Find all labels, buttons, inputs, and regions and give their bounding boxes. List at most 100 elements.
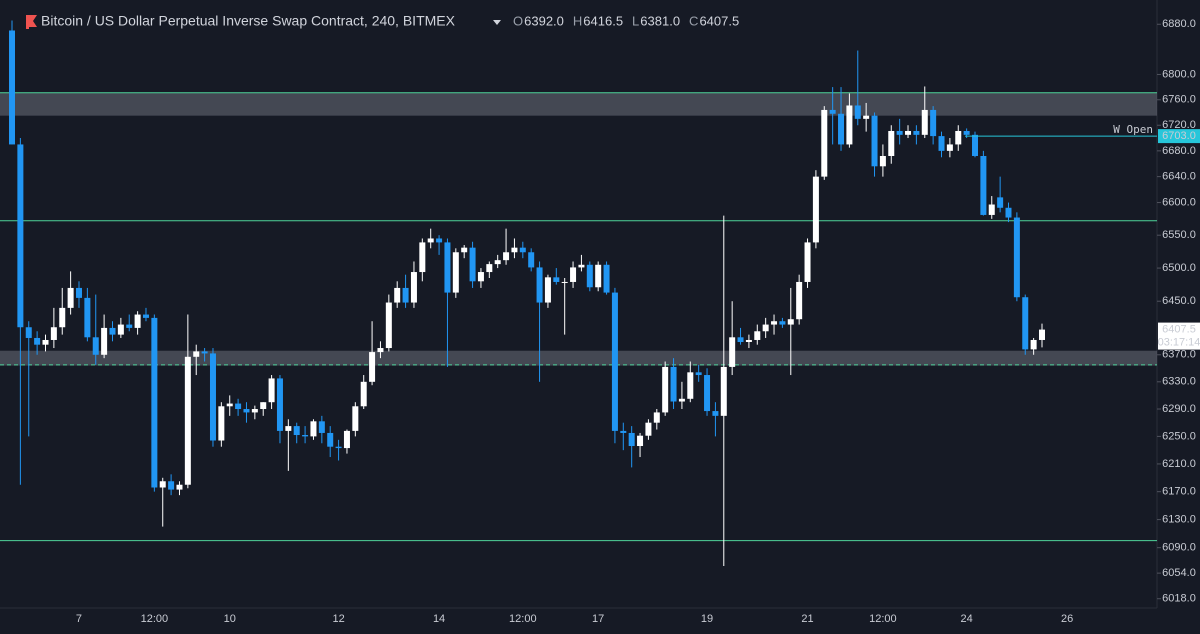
flag-icon — [29, 15, 37, 27]
candle-body — [159, 481, 166, 488]
candle-body — [42, 339, 49, 345]
candle-body — [838, 113, 845, 145]
y-tick-label: 6210.0 — [1162, 458, 1196, 470]
candle-body — [193, 351, 200, 357]
candle-body — [293, 426, 300, 436]
y-tick-label: 6290.0 — [1162, 403, 1196, 415]
candle-body — [168, 481, 175, 490]
weekly-open-box — [1158, 129, 1200, 144]
candle-body — [101, 327, 108, 355]
ohlc-value: 6392.0 — [524, 13, 564, 28]
y-tick-label: 6018.0 — [1162, 593, 1196, 605]
candle-body — [653, 412, 660, 423]
y-tick-label: 6720.0 — [1162, 119, 1196, 131]
candle-body — [402, 287, 409, 303]
y-tick-label: 6640.0 — [1162, 171, 1196, 183]
x-tick-label: 7 — [76, 613, 82, 625]
ohlc-key: L — [632, 13, 639, 28]
candle-body — [494, 260, 501, 265]
candle-body — [829, 109, 836, 114]
candle-body — [595, 264, 602, 288]
candle-body — [712, 411, 719, 416]
ohlc-key: H — [573, 13, 582, 28]
countdown: 03:17:14 — [1158, 336, 1200, 348]
candle-body — [276, 378, 283, 431]
candle-body — [905, 130, 912, 135]
candle-body — [503, 252, 510, 261]
y-tick-label: 6680.0 — [1162, 145, 1196, 157]
y-tick-label: 6450.0 — [1162, 295, 1196, 307]
candle-body — [243, 409, 250, 413]
candle-body — [645, 422, 652, 436]
candle-body — [946, 144, 953, 151]
candle-body — [963, 130, 970, 135]
zone — [0, 92, 1157, 116]
candle-body — [477, 272, 484, 282]
candle-body — [536, 267, 543, 303]
y-tick-label: 6250.0 — [1162, 430, 1196, 442]
x-tick-label: 19 — [701, 613, 713, 625]
candle-body — [67, 287, 74, 308]
candle-body — [452, 252, 459, 293]
candle-body — [352, 406, 359, 431]
y-tick-label: 6600.0 — [1162, 196, 1196, 208]
y-tick-label: 6500.0 — [1162, 262, 1196, 274]
candle-body — [394, 287, 401, 303]
candle-body — [896, 130, 903, 135]
candle-body — [670, 366, 677, 402]
candle-body — [50, 327, 57, 340]
candle-body — [268, 378, 275, 403]
weekly-open-value: 6703.0 — [1162, 130, 1196, 142]
candle-body — [888, 130, 895, 156]
x-tick-label: 12:00 — [509, 613, 537, 625]
x-tick-label: 24 — [961, 613, 973, 625]
symbol-title[interactable]: Bitcoin / US Dollar Perpetual Inverse Sw… — [41, 13, 456, 29]
candle-body — [854, 105, 861, 119]
candle-body — [260, 402, 267, 410]
candle-body — [704, 375, 711, 412]
candle-body — [879, 155, 886, 167]
candle-body — [570, 267, 577, 282]
candle-body — [863, 115, 870, 119]
candle-body — [687, 372, 694, 399]
candle-body — [218, 406, 225, 441]
candle-body — [796, 281, 803, 320]
candle-body — [603, 264, 610, 293]
candle-body — [1013, 217, 1020, 298]
candle-body — [980, 155, 987, 215]
ohlc-key: O — [513, 13, 523, 28]
candle-body — [528, 252, 535, 268]
candle-body — [553, 277, 560, 282]
plot — [0, 20, 1157, 567]
candle-body — [754, 331, 761, 340]
y-tick-label: 6054.0 — [1162, 567, 1196, 579]
y-tick-label: 6880.0 — [1162, 18, 1196, 30]
candle-body — [184, 356, 191, 485]
candle-body — [938, 136, 945, 151]
ohlc-key: C — [689, 13, 698, 28]
candle-body — [109, 327, 116, 335]
candle-body — [410, 272, 417, 303]
x-tick-label: 12:00 — [869, 613, 897, 625]
candle-body — [930, 109, 937, 137]
last-price-value: 6407.5 — [1162, 323, 1196, 335]
last-price-box — [1158, 322, 1200, 350]
candle-body — [821, 109, 828, 177]
y-tick-label: 6370.0 — [1162, 349, 1196, 361]
candle-body — [519, 247, 526, 253]
y-tick-label: 6090.0 — [1162, 542, 1196, 554]
candle-body — [9, 30, 15, 145]
candle-body — [812, 176, 819, 243]
x-tick-label: 26 — [1061, 613, 1073, 625]
y-tick-label: 6330.0 — [1162, 376, 1196, 388]
candle-body — [561, 281, 568, 283]
weekly-open-label: W Open — [1113, 123, 1153, 136]
x-tick-label: 12 — [332, 613, 344, 625]
candle-body — [544, 277, 551, 303]
symbol-dropdown[interactable] — [493, 20, 501, 25]
candle-body — [75, 287, 82, 298]
ohlc-value: 6381.0 — [640, 13, 680, 28]
candle-body — [436, 238, 443, 243]
candle-body — [369, 352, 376, 382]
